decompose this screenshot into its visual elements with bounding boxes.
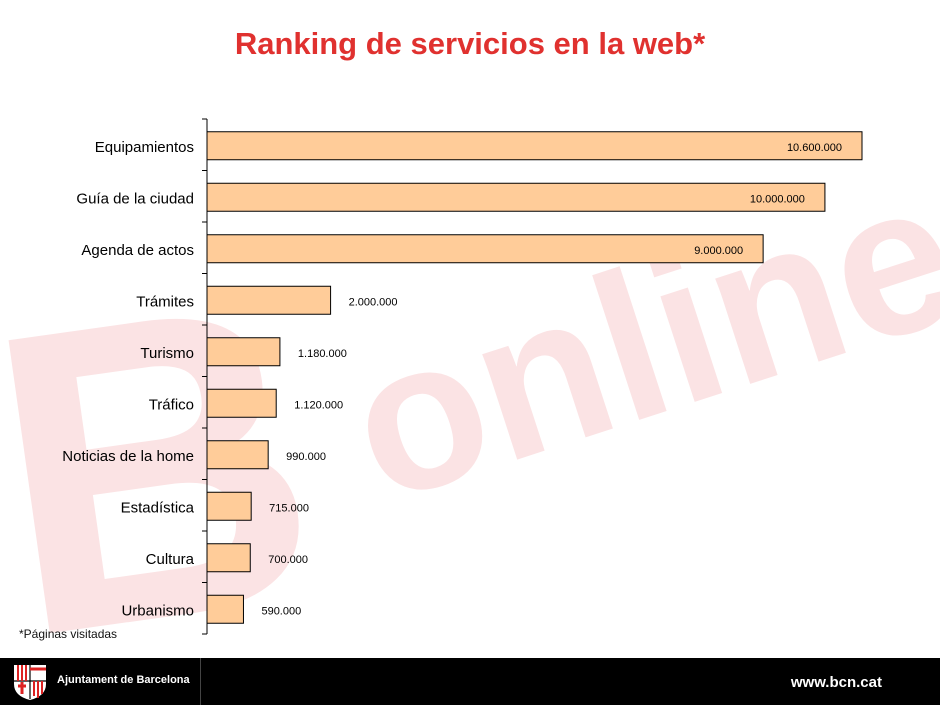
data-label: 9.000.000 bbox=[694, 245, 743, 257]
data-label: 2.000.000 bbox=[349, 296, 398, 308]
bar bbox=[206, 440, 269, 470]
category-label: Tráfico bbox=[149, 396, 194, 413]
footer-bar: Ajuntament de Barcelona www.bcn.cat bbox=[0, 658, 940, 705]
bar bbox=[206, 491, 252, 521]
category-label: Estadística bbox=[121, 499, 195, 516]
bar bbox=[206, 285, 332, 315]
bar bbox=[206, 594, 244, 624]
category-label: Turismo bbox=[140, 345, 194, 362]
category-label: Cultura bbox=[146, 551, 195, 568]
category-label: Noticias de la home bbox=[62, 448, 194, 465]
website-link[interactable]: www.bcn.cat bbox=[790, 674, 882, 691]
bar bbox=[206, 131, 863, 161]
barcelona-shield-icon bbox=[14, 665, 46, 700]
category-label: Trámites bbox=[136, 293, 194, 310]
data-label: 1.180.000 bbox=[298, 348, 347, 360]
ajuntament-logo[interactable]: Ajuntament de Barcelona bbox=[0, 658, 201, 705]
bar bbox=[206, 388, 277, 418]
category-label: Guía de la ciudad bbox=[76, 190, 194, 207]
data-label: 10.600.000 bbox=[787, 142, 842, 154]
watermark-letter-b: B bbox=[0, 210, 342, 660]
bar-chart: Equipamientos 10.600.000 Guía de la ciudad… bbox=[62, 118, 863, 635]
organization-name: Ajuntament de Barcelona bbox=[57, 674, 190, 686]
data-label: 590.000 bbox=[261, 605, 301, 617]
data-label: 990.000 bbox=[286, 451, 326, 463]
category-label: Equipamientos bbox=[95, 139, 194, 156]
category-label: Agenda de actos bbox=[81, 242, 194, 259]
bar bbox=[206, 543, 251, 573]
data-label: 715.000 bbox=[269, 502, 309, 514]
bar bbox=[206, 337, 281, 367]
data-label: 700.000 bbox=[268, 554, 308, 566]
bar bbox=[206, 234, 764, 264]
footnote: *Páginas visitadas bbox=[19, 627, 118, 641]
data-label: 10.000.000 bbox=[750, 193, 805, 205]
page-title: Ranking de servicios en la web* bbox=[234, 26, 706, 61]
category-label: Urbanismo bbox=[121, 602, 194, 619]
data-label: 1.120.000 bbox=[294, 399, 343, 411]
bar bbox=[206, 182, 826, 212]
